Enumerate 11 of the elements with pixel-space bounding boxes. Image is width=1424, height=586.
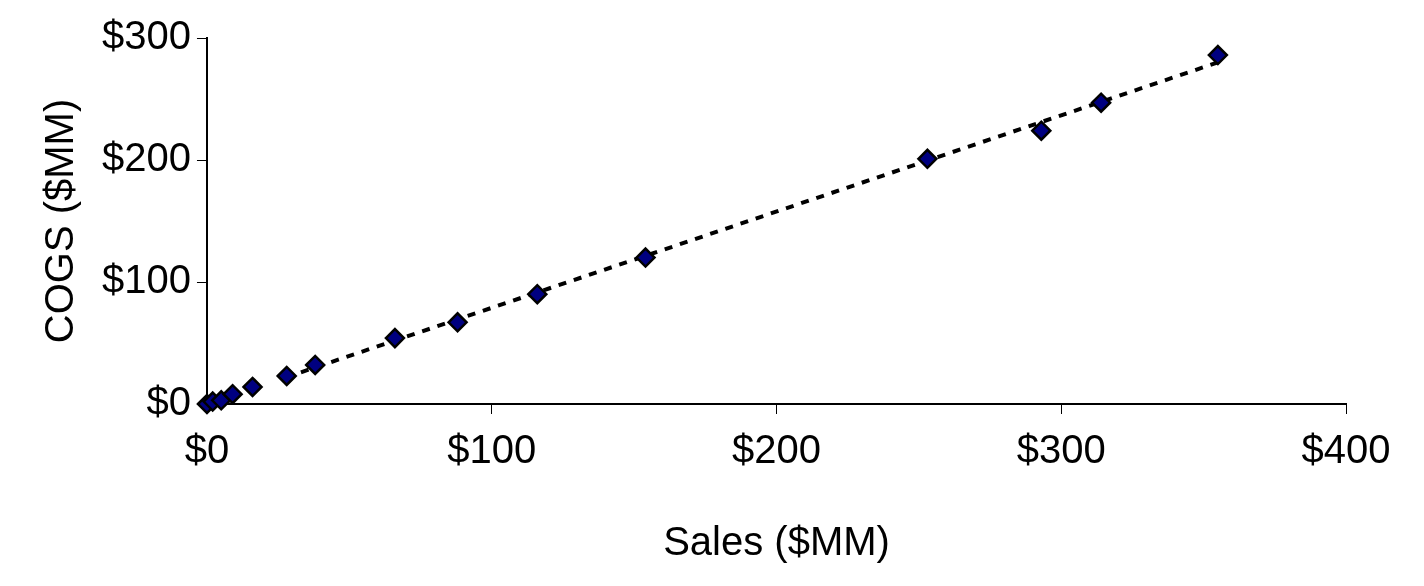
y-tick-label: $100	[102, 257, 191, 302]
y-tick-label: $200	[102, 135, 191, 180]
x-tick-label: $0	[184, 427, 230, 472]
x-tick-label: $200	[732, 427, 821, 472]
y-tick-label: $300	[102, 13, 191, 58]
x-axis-title: Sales ($MM)	[663, 519, 890, 564]
x-tick-label: $100	[447, 427, 537, 472]
x-tick-label: $400	[1301, 427, 1391, 472]
x-tick-label: $300	[1016, 427, 1106, 472]
y-tick-label: $0	[146, 379, 191, 424]
y-axis-title: COGS ($MM)	[37, 98, 82, 344]
